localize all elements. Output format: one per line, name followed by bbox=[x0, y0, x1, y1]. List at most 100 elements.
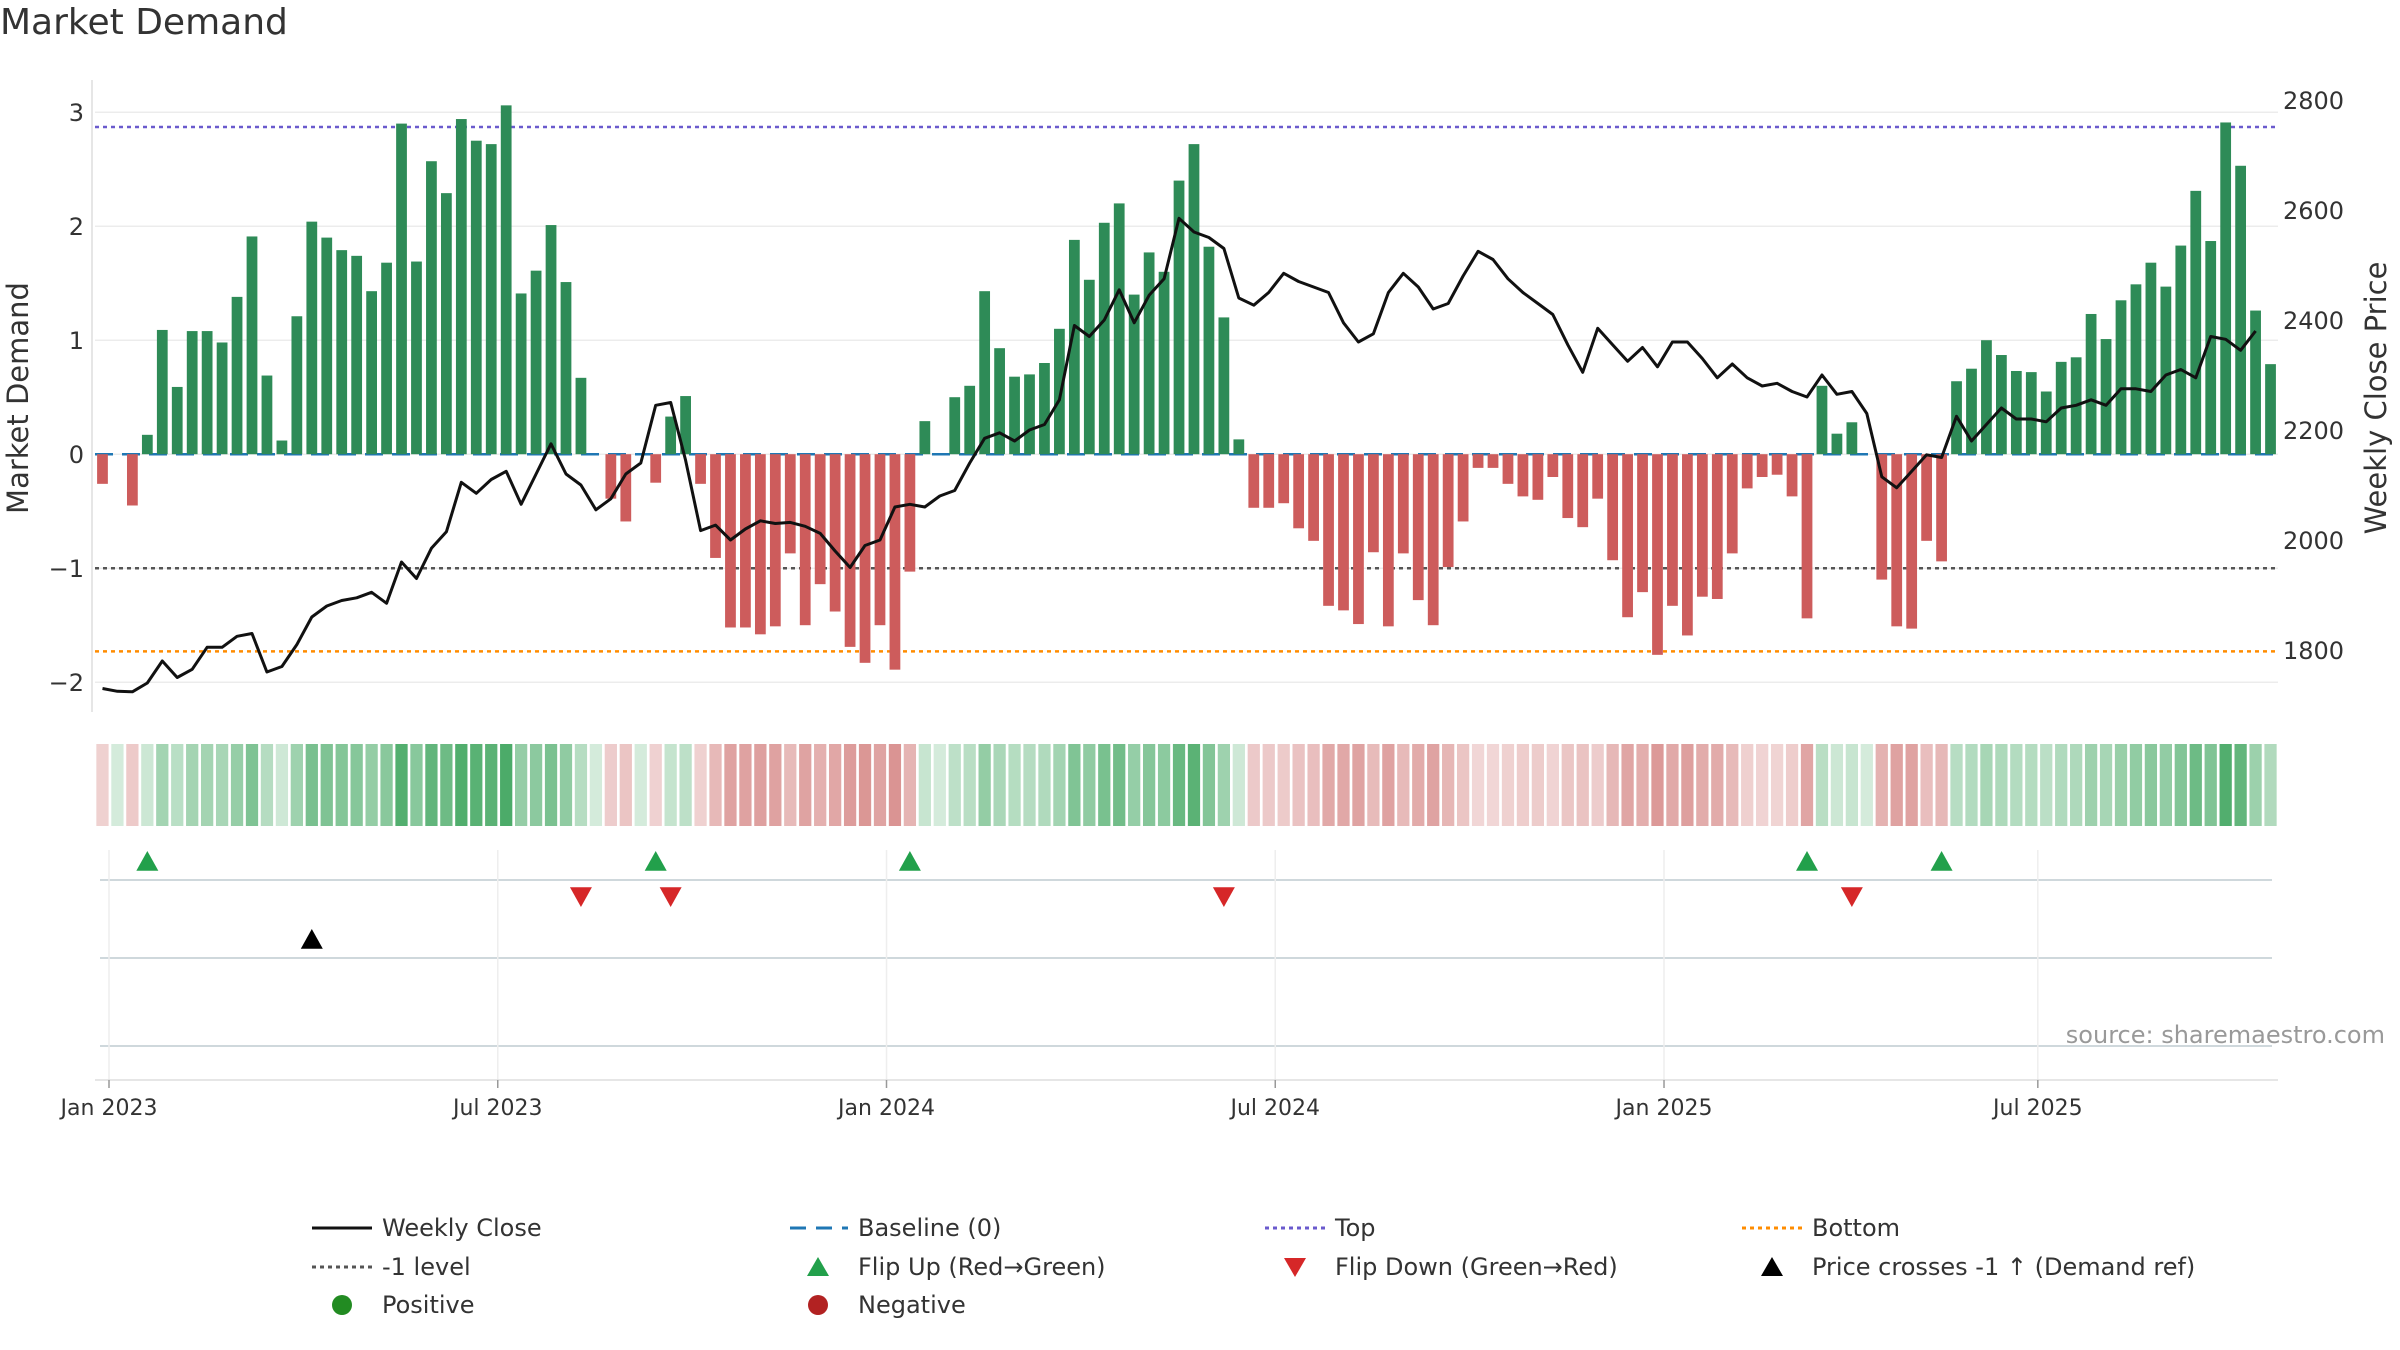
heat-cell bbox=[2249, 744, 2262, 826]
heat-cell bbox=[1950, 744, 1963, 826]
heat-cell bbox=[574, 744, 588, 826]
heat-cell bbox=[1621, 744, 1634, 826]
heat-cell bbox=[1486, 744, 1500, 826]
demand-bar bbox=[799, 454, 811, 626]
price-cross-marker bbox=[300, 929, 323, 949]
legend-label: Price crosses -1 ↑ (Demand ref) bbox=[1812, 1253, 2195, 1281]
legend-item: Negative bbox=[808, 1291, 966, 1319]
demand-bar bbox=[455, 119, 467, 455]
demand-bar bbox=[740, 454, 751, 628]
heat-cell bbox=[1382, 744, 1395, 826]
demand-bar bbox=[2235, 165, 2247, 455]
demand-bar bbox=[829, 454, 841, 612]
demand-bar bbox=[784, 454, 796, 554]
flip-up-marker bbox=[136, 851, 159, 871]
heat-cell bbox=[425, 744, 438, 826]
legend-item: Flip Down (Green→Red) bbox=[1284, 1253, 1618, 1281]
demand-bar bbox=[1248, 454, 1260, 508]
demand-bar bbox=[1981, 340, 1992, 455]
heat-cell bbox=[1606, 744, 1619, 826]
heat-cell bbox=[1815, 744, 1829, 826]
heat-cell bbox=[410, 744, 423, 826]
demand-bar bbox=[1517, 454, 1529, 497]
x-axis: Jan 2023 Jul 2023 Jan 2024 Jul 2024 Jan 2025… bbox=[59, 1079, 2278, 1121]
demand-bar bbox=[979, 291, 991, 455]
demand-bar bbox=[515, 293, 527, 455]
heat-cell bbox=[933, 744, 946, 826]
demand-bar bbox=[1009, 376, 1020, 455]
heat-cell bbox=[799, 744, 812, 826]
demand-bar bbox=[440, 193, 452, 455]
heat-cell bbox=[843, 744, 857, 826]
demand-bar bbox=[680, 396, 691, 455]
legend-label: Weekly Close bbox=[382, 1214, 542, 1242]
heat-cell bbox=[2025, 744, 2038, 826]
demand-bar bbox=[1996, 355, 2007, 455]
legend-label: Flip Up (Red→Green) bbox=[858, 1253, 1106, 1281]
demand-bar bbox=[814, 454, 826, 585]
heat-cell bbox=[709, 744, 722, 826]
heat-cell bbox=[769, 744, 782, 826]
right-tick-label: 2400 bbox=[2283, 307, 2344, 335]
heat-cell bbox=[186, 744, 199, 826]
demand-bar bbox=[2115, 300, 2127, 455]
legend-label: Negative bbox=[858, 1291, 966, 1319]
legend-label: Positive bbox=[382, 1291, 475, 1319]
heat-cell bbox=[1785, 744, 1799, 826]
legend-symbol bbox=[807, 1257, 829, 1276]
heat-cell bbox=[903, 744, 917, 826]
heat-cell bbox=[529, 744, 543, 826]
heat-cell bbox=[1142, 744, 1156, 826]
demand-bar bbox=[411, 261, 422, 455]
heat-cell bbox=[1397, 744, 1410, 826]
demand-bar bbox=[470, 140, 482, 455]
demand-bars bbox=[97, 105, 2276, 670]
heat-cell bbox=[1980, 744, 1993, 826]
heat-cell bbox=[2264, 744, 2277, 826]
heat-cell bbox=[649, 744, 662, 826]
demand-bar bbox=[1682, 454, 1693, 636]
demand-bar bbox=[2220, 122, 2232, 455]
heat-cell bbox=[111, 744, 124, 826]
heat-cell bbox=[2099, 744, 2113, 826]
demand-bar bbox=[485, 144, 497, 455]
heat-cell bbox=[2159, 744, 2172, 826]
heat-cell bbox=[1008, 744, 1021, 826]
demand-bar bbox=[650, 454, 662, 483]
demand-bar bbox=[1457, 454, 1469, 522]
demand-heat-strip bbox=[96, 744, 2277, 826]
heat-cell bbox=[1651, 744, 1664, 826]
heat-cell bbox=[1905, 744, 1918, 826]
demand-bar bbox=[1966, 368, 1977, 455]
heat-cell bbox=[2189, 744, 2202, 826]
heat-cell bbox=[664, 744, 677, 826]
grid-layer bbox=[95, 111, 2278, 683]
demand-bar bbox=[1278, 454, 1290, 504]
demand-bar bbox=[1442, 454, 1454, 568]
heat-cell bbox=[141, 744, 154, 826]
heat-cell bbox=[500, 744, 513, 826]
demand-bar bbox=[1936, 454, 1947, 562]
demand-bar bbox=[366, 291, 377, 455]
chart-title: Market Demand bbox=[0, 2, 288, 43]
demand-bar bbox=[1562, 454, 1574, 519]
heat-cell bbox=[1576, 744, 1589, 826]
demand-bar bbox=[1696, 454, 1708, 597]
reference-lines bbox=[95, 125, 2278, 653]
heat-cell bbox=[814, 744, 827, 826]
heat-cell bbox=[1711, 744, 1724, 826]
left-tick-label: 3 bbox=[69, 99, 84, 127]
demand-bar bbox=[1741, 454, 1753, 489]
left-tick-label: 0 bbox=[69, 441, 84, 469]
heat-cell bbox=[365, 744, 378, 826]
demand-bar bbox=[2205, 241, 2217, 455]
heat-cell bbox=[2040, 744, 2053, 826]
price-series bbox=[102, 216, 2257, 694]
heat-cell bbox=[784, 744, 797, 826]
heat-cell bbox=[2010, 744, 2023, 826]
demand-bar bbox=[1397, 454, 1409, 554]
flip-down-marker bbox=[1212, 887, 1235, 907]
demand-bar bbox=[171, 386, 183, 455]
right-tick-label: 2200 bbox=[2283, 417, 2344, 445]
demand-bar bbox=[695, 454, 706, 484]
